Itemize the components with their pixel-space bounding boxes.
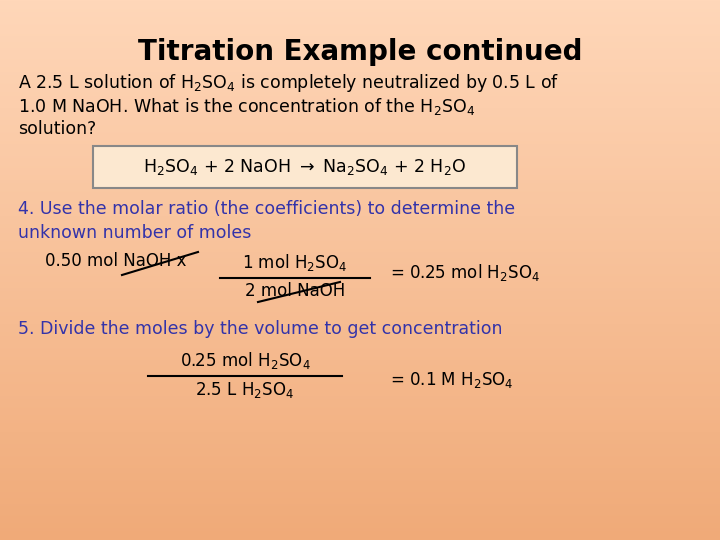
- Text: 1 mol H$_2$SO$_4$: 1 mol H$_2$SO$_4$: [243, 252, 348, 273]
- Text: 5. Divide the moles by the volume to get concentration: 5. Divide the moles by the volume to get…: [18, 320, 503, 338]
- Text: 2.5 L H$_2$SO$_4$: 2.5 L H$_2$SO$_4$: [195, 380, 294, 400]
- Text: 0.25 mol H$_2$SO$_4$: 0.25 mol H$_2$SO$_4$: [179, 350, 310, 371]
- Text: solution?: solution?: [18, 120, 96, 138]
- Text: Titration Example continued: Titration Example continued: [138, 38, 582, 66]
- Text: 1.0 M NaOH. What is the concentration of the H$_2$SO$_4$: 1.0 M NaOH. What is the concentration of…: [18, 96, 475, 117]
- Text: = 0.1 M H$_2$SO$_4$: = 0.1 M H$_2$SO$_4$: [390, 370, 513, 390]
- Text: 0.50 mol NaOH x: 0.50 mol NaOH x: [45, 252, 186, 270]
- Text: 2 mol NaOH: 2 mol NaOH: [245, 282, 345, 300]
- Text: H$_2$SO$_4$ + 2 NaOH $\rightarrow$ Na$_2$SO$_4$ + 2 H$_2$O: H$_2$SO$_4$ + 2 NaOH $\rightarrow$ Na$_2…: [143, 157, 467, 177]
- Text: 4. Use the molar ratio (the coefficients) to determine the: 4. Use the molar ratio (the coefficients…: [18, 200, 515, 218]
- FancyBboxPatch shape: [93, 146, 517, 188]
- Text: unknown number of moles: unknown number of moles: [18, 224, 251, 242]
- Text: A 2.5 L solution of H$_2$SO$_4$ is completely neutralized by 0.5 L of: A 2.5 L solution of H$_2$SO$_4$ is compl…: [18, 72, 559, 94]
- Text: = 0.25 mol H$_2$SO$_4$: = 0.25 mol H$_2$SO$_4$: [390, 262, 540, 283]
